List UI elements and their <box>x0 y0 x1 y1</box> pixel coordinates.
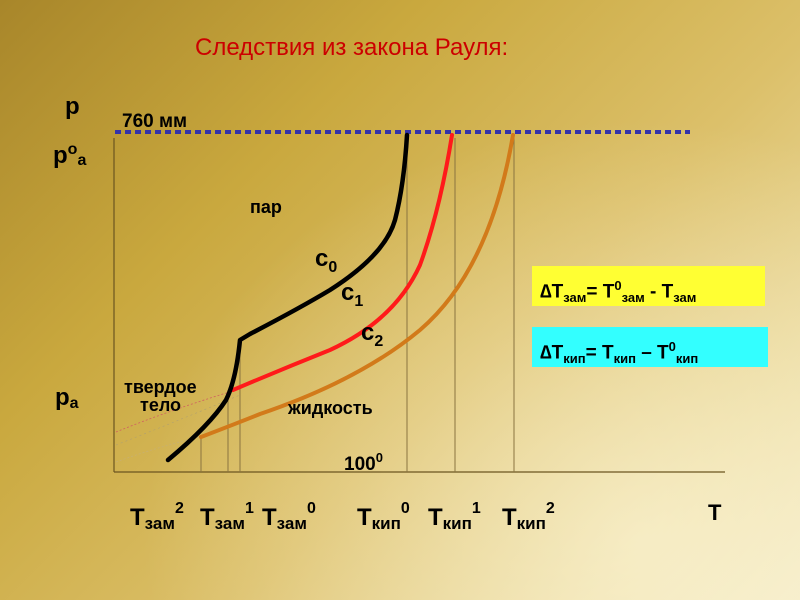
sublimation-extrapolation-3 <box>115 394 241 446</box>
curve-c2 <box>199 133 515 439</box>
slide-title: Следствия из закона Рауля: <box>195 34 508 61</box>
p0a-label: poa <box>53 141 86 169</box>
y-axis-label: p <box>65 93 80 120</box>
curve-c0 <box>165 132 410 463</box>
100-degree-label: 1000 <box>344 450 383 475</box>
tick-tzam1: Tзам1 <box>200 500 254 533</box>
tick-tkip1: Tкип1 <box>428 500 481 533</box>
760mm-label: 760 мм <box>122 111 187 132</box>
solid-label-line2: тело <box>140 395 181 415</box>
pa-label: pa <box>55 384 79 412</box>
boiling-formula-box: ∆Tкип= Tкип – T0кип <box>532 327 768 367</box>
curve-c0-label: c0 <box>315 245 337 276</box>
curve-c2-label: c2 <box>361 319 383 350</box>
freezing-formula-box: ∆Tзам= T0зам - Tзам <box>532 266 765 306</box>
x-axis-label: T <box>708 500 722 525</box>
sublimation-extrapolation-2 <box>115 435 205 463</box>
tick-tkip2: Tкип2 <box>502 500 555 533</box>
sublimation-extrapolation-1 <box>115 389 237 433</box>
vapor-label: пар <box>250 197 282 217</box>
curve-c1-label: c1 <box>341 279 363 310</box>
tick-tkip0: Tкип0 <box>357 500 410 533</box>
curve-c1 <box>231 133 454 392</box>
tick-tzam0: Tзам0 <box>262 500 316 533</box>
solid-label-line1: твердое <box>124 377 197 397</box>
liquid-label: жидкость <box>287 398 373 418</box>
tick-tzam2: Tзам2 <box>130 500 184 533</box>
